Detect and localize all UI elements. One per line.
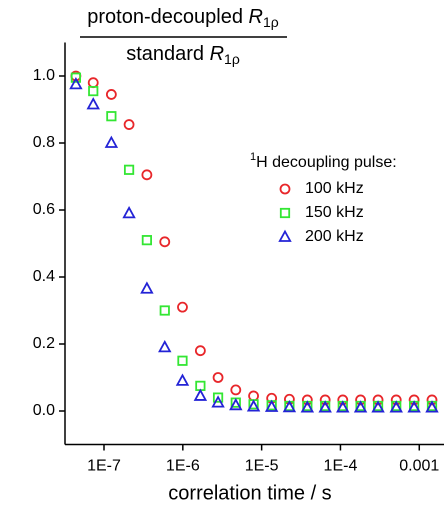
marker — [194, 345, 206, 357]
x-tick-label: 1E-7 — [87, 458, 121, 475]
marker — [337, 394, 349, 406]
marker — [141, 169, 153, 181]
x-tick-label: 1E-4 — [324, 458, 358, 475]
marker — [389, 400, 403, 413]
marker — [279, 207, 291, 219]
x-tick-label: 1E-6 — [166, 458, 200, 475]
marker — [371, 400, 385, 413]
marker — [140, 281, 154, 294]
marker — [283, 393, 295, 405]
marker — [264, 399, 279, 412]
marker — [425, 400, 439, 413]
marker — [193, 388, 208, 401]
marker — [86, 97, 100, 110]
y-tick-label: 0.2 — [33, 335, 55, 352]
marker — [159, 236, 171, 248]
marker — [408, 394, 420, 406]
y-tick-label: 0.4 — [33, 268, 55, 285]
marker — [211, 395, 225, 408]
marker — [123, 119, 135, 130]
marker — [141, 235, 152, 246]
marker — [336, 400, 350, 413]
marker — [177, 355, 188, 366]
numerator-symbol: R — [249, 6, 263, 28]
marker — [407, 400, 421, 413]
marker — [278, 229, 292, 242]
x-tick-label: 0.001 — [399, 458, 439, 475]
y-tick-label: 0.0 — [33, 402, 55, 419]
denominator-subscript: 1ρ — [224, 51, 240, 67]
x-tick-label: 1E-5 — [245, 458, 279, 475]
y-tick-label: 0.8 — [33, 134, 55, 151]
legend-title-superscript: 1 — [250, 151, 256, 163]
legend-label: 100 kHz — [305, 180, 364, 197]
y-tick-label: 1.0 — [33, 67, 55, 84]
marker — [88, 85, 99, 97]
marker — [390, 394, 402, 406]
marker — [229, 397, 243, 411]
marker — [353, 400, 368, 413]
marker — [177, 301, 188, 313]
numerator-text: proton-decoupled — [87, 6, 243, 28]
marker — [212, 372, 224, 383]
marker — [122, 205, 136, 219]
marker — [70, 72, 82, 83]
marker — [87, 77, 99, 89]
legend-label: 200 kHz — [305, 228, 364, 245]
marker — [248, 390, 259, 402]
marker — [104, 135, 119, 148]
marker — [212, 392, 224, 403]
marker — [279, 183, 291, 195]
numerator-subscript: 1ρ — [263, 14, 279, 30]
y-label-denominator: standard R1ρ — [126, 43, 240, 66]
y-label-numerator: proton-decoupled R1ρ — [87, 6, 278, 29]
marker — [318, 400, 332, 413]
y-tick-label: 0.6 — [33, 201, 55, 218]
marker — [230, 384, 242, 396]
legend-title: 1H decoupling pulse: — [250, 151, 397, 171]
marker — [158, 339, 172, 353]
denominator-text: standard — [126, 43, 204, 65]
marker — [123, 164, 135, 175]
x-label: correlation time / s — [168, 482, 331, 504]
marker — [426, 394, 438, 406]
denominator-symbol: R — [210, 43, 224, 65]
marker — [282, 399, 297, 413]
marker — [355, 394, 366, 406]
marker — [300, 400, 315, 413]
marker — [301, 394, 313, 406]
marker — [246, 399, 261, 412]
legend-title-text: H decoupling pulse: — [256, 154, 397, 171]
marker — [105, 89, 117, 100]
legend-label: 150 kHz — [305, 204, 364, 221]
marker — [69, 77, 83, 90]
marker — [106, 111, 117, 122]
marker — [319, 394, 331, 406]
marker — [175, 373, 190, 386]
marker — [159, 305, 170, 316]
marker — [372, 394, 384, 406]
